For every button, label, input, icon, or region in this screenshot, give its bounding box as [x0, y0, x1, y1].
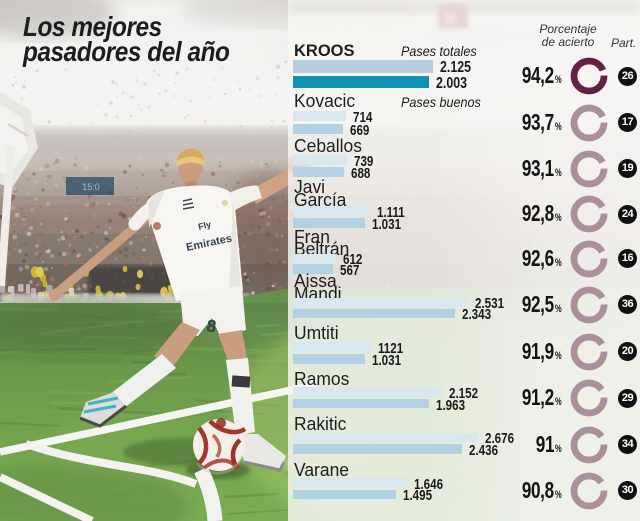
- svg-text:15:0: 15:0: [82, 182, 100, 192]
- svg-text:Fly: Fly: [197, 219, 212, 232]
- svg-text:8: 8: [205, 316, 217, 336]
